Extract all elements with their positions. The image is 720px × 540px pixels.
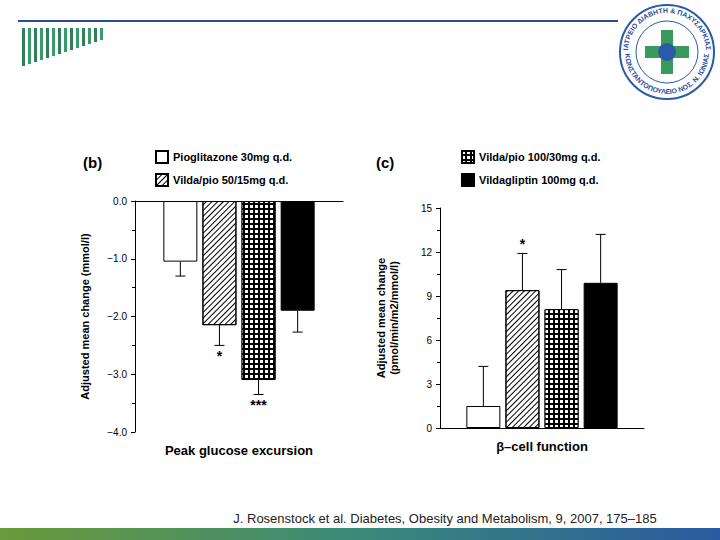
svg-text:*: *	[520, 236, 526, 252]
svg-text:Adjusted mean change: Adjusted mean change	[375, 258, 387, 378]
svg-text:Vildagliptin 100mg q.d.: Vildagliptin 100mg q.d.	[479, 174, 599, 186]
svg-text:0: 0	[426, 423, 432, 434]
svg-text:Peak glucose excursion: Peak glucose excursion	[165, 443, 313, 458]
svg-text:9: 9	[426, 291, 432, 302]
svg-text:ΙΑΤΡΕΙΟ ΔΙΑΒΗΤΗ & ΠΑΧΥΣΑΡΚΙΑΣ: ΙΑΤΡΕΙΟ ΔΙΑΒΗΤΗ & ΠΑΧΥΣΑΡΚΙΑΣ	[622, 7, 712, 51]
svg-text:−3.0: −3.0	[107, 369, 127, 380]
svg-text:ΚΩΝΣΤΑΝΤΟΠΟΥΛΕΙΟ ΝΟΣ. Ν. ΙΩΝΙΑ: ΚΩΝΣΤΑΝΤΟΠΟΥΛΕΙΟ ΝΟΣ. Ν. ΙΩΝΙΑΣ	[624, 53, 710, 95]
svg-text:−4.0: −4.0	[107, 427, 127, 438]
svg-text:(c): (c)	[376, 154, 394, 171]
svg-text:β–cell function: β–cell function	[496, 439, 588, 454]
svg-text:3: 3	[426, 379, 432, 390]
svg-text:0.0: 0.0	[113, 196, 127, 207]
svg-text:Vilda/pio 50/15mg q.d.: Vilda/pio 50/15mg q.d.	[173, 174, 288, 186]
svg-text:(b): (b)	[83, 154, 102, 171]
svg-text:−1.0: −1.0	[107, 253, 127, 264]
svg-text:Adjusted mean change (mmol/l): Adjusted mean change (mmol/l)	[79, 233, 91, 400]
svg-text:Vilda/pio 100/30mg q.d.: Vilda/pio 100/30mg q.d.	[479, 151, 600, 163]
svg-text:−2.0: −2.0	[107, 311, 127, 322]
svg-text:6: 6	[426, 335, 432, 346]
svg-text:12: 12	[421, 247, 433, 258]
svg-text:(pmol/min/m2/mmol/l): (pmol/min/m2/mmol/l)	[388, 261, 400, 375]
svg-text:***: ***	[250, 397, 267, 413]
svg-text:Pioglitazone 30mg q.d.: Pioglitazone 30mg q.d.	[173, 151, 292, 163]
html-text:J. Rosenstock et al. Diabetes,: J. Rosenstock et al. Diabetes, Obesity a…	[233, 511, 657, 526]
svg-text:*: *	[217, 348, 223, 364]
svg-text:15: 15	[421, 203, 433, 214]
